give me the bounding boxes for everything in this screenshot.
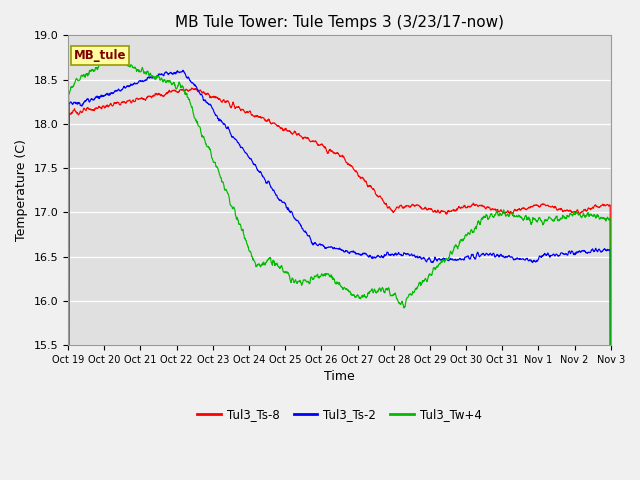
Y-axis label: Temperature (C): Temperature (C) [15,139,28,241]
Legend: Tul3_Ts-8, Tul3_Ts-2, Tul3_Tw+4: Tul3_Ts-8, Tul3_Ts-2, Tul3_Tw+4 [193,404,486,426]
X-axis label: Time: Time [324,370,355,384]
Title: MB Tule Tower: Tule Temps 3 (3/23/17-now): MB Tule Tower: Tule Temps 3 (3/23/17-now… [175,15,504,30]
Text: MB_tule: MB_tule [74,49,126,62]
